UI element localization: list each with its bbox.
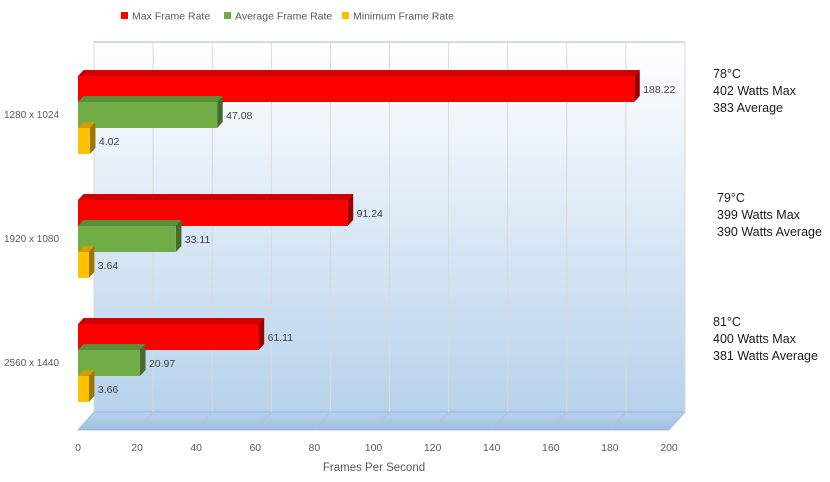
value-label: 47.08 <box>226 110 252 122</box>
value-label: 4.02 <box>99 136 120 148</box>
legend-label: Minimum Frame Rate <box>353 11 454 23</box>
x-tick-label: 40 <box>190 442 202 454</box>
x-tick-label: 80 <box>309 442 321 454</box>
floor-gridline <box>373 411 390 431</box>
floor-gridline <box>609 411 627 431</box>
annotation-watts-max: 399 Watts Max <box>717 208 800 222</box>
bar-side-face <box>258 318 265 350</box>
bar-side-face <box>88 370 95 402</box>
x-tick-label: 100 <box>365 442 383 454</box>
x-tick-label: 60 <box>249 442 261 454</box>
bar-top-face <box>78 122 96 128</box>
annotation-watts-average: 390 Watts Average <box>717 225 822 239</box>
x-tick-label: 20 <box>131 442 143 454</box>
x-tick-label: 140 <box>483 442 501 454</box>
value-label: 3.64 <box>98 260 119 272</box>
bar-side-face <box>139 344 146 376</box>
category-label: 1920 x 1080 <box>4 234 59 245</box>
annotation-temp: 78°C <box>713 67 741 81</box>
bar-top-face <box>78 246 95 252</box>
bar <box>78 96 223 128</box>
value-label: 20.97 <box>149 358 175 370</box>
annotation-temp: 81°C <box>713 315 741 329</box>
value-labels: 188.22 47.08 4.02 91.24 33.11 3.64 61.11 20.97 3… <box>98 84 676 396</box>
x-tick-label: 200 <box>660 442 678 454</box>
annotation-group-1: 78°C 402 Watts Max 383 Average <box>713 66 796 117</box>
annotation-watts-max: 402 Watts Max <box>713 84 796 98</box>
category-label: 1280 x 1024 <box>4 110 59 121</box>
bar-top-face <box>78 318 265 324</box>
bar-side-face <box>347 194 354 226</box>
floor-gridline <box>195 411 213 431</box>
bar-top-face <box>78 220 182 226</box>
value-label: 61.11 <box>268 332 294 344</box>
floor-gridline <box>668 411 686 431</box>
x-axis-label: Frames Per Second <box>323 462 425 474</box>
legend-label: Average Frame Rate <box>235 11 332 23</box>
annotation-group-3: 81°C 400 Watts Max 381 Watts Average <box>713 314 818 365</box>
bar-side-face <box>175 220 182 252</box>
bars <box>78 70 640 402</box>
floor-gridline <box>255 411 272 431</box>
legend-swatch <box>342 12 349 19</box>
bar-front-face <box>78 128 90 154</box>
bar <box>78 370 95 402</box>
floor-gridline <box>432 411 449 431</box>
bar-top-face <box>78 194 354 200</box>
x-tick-label: 0 <box>75 442 81 454</box>
floor-gridline <box>136 411 154 431</box>
bar-side-face <box>89 122 96 154</box>
bar-front-face <box>78 252 89 278</box>
bar-top-face <box>78 370 95 376</box>
annotation-watts-average: 383 Average <box>713 101 783 115</box>
bar <box>78 246 95 278</box>
bar <box>78 70 640 102</box>
category-label: 2560 x 1440 <box>4 358 59 369</box>
value-label: 3.66 <box>98 384 119 396</box>
value-label: 33.11 <box>185 234 211 246</box>
value-label: 91.24 <box>357 208 383 220</box>
bar-side-face <box>634 70 640 102</box>
bar-side-face <box>88 246 95 278</box>
annotation-temp: 79°C <box>717 191 745 205</box>
annotation-group-2: 79°C 399 Watts Max 390 Watts Average <box>717 190 822 241</box>
legend-label: Max Frame Rate <box>132 11 210 23</box>
floor-gridline <box>550 411 568 431</box>
legend-swatch <box>121 12 128 19</box>
annotation-watts-average: 381 Watts Average <box>713 349 818 363</box>
bar-front-face <box>78 376 89 402</box>
x-tick-label: 180 <box>601 442 619 454</box>
x-tick-label: 120 <box>424 442 442 454</box>
category-labels: 1280 x 1024 1920 x 1080 2560 x 1440 <box>4 110 59 369</box>
bar <box>78 122 96 154</box>
annotation-watts-max: 400 Watts Max <box>713 332 796 346</box>
bar-side-face <box>217 96 223 128</box>
floor-gridline <box>314 411 331 431</box>
bar-top-face <box>78 344 146 350</box>
floor-gridline <box>77 411 95 431</box>
legend-swatch <box>224 12 231 19</box>
legend: Max Frame Rate Average Frame Rate Minimum … <box>121 11 454 23</box>
bar-top-face <box>78 96 223 102</box>
x-axis-ticks: 0 20 40 60 80 100 120 140 160 180 200 <box>75 442 678 454</box>
bar-front-face <box>78 102 218 128</box>
value-label: 188.22 <box>643 84 675 96</box>
floor-gridline <box>491 411 508 431</box>
x-tick-label: 160 <box>542 442 560 454</box>
bar-top-face <box>78 70 640 76</box>
